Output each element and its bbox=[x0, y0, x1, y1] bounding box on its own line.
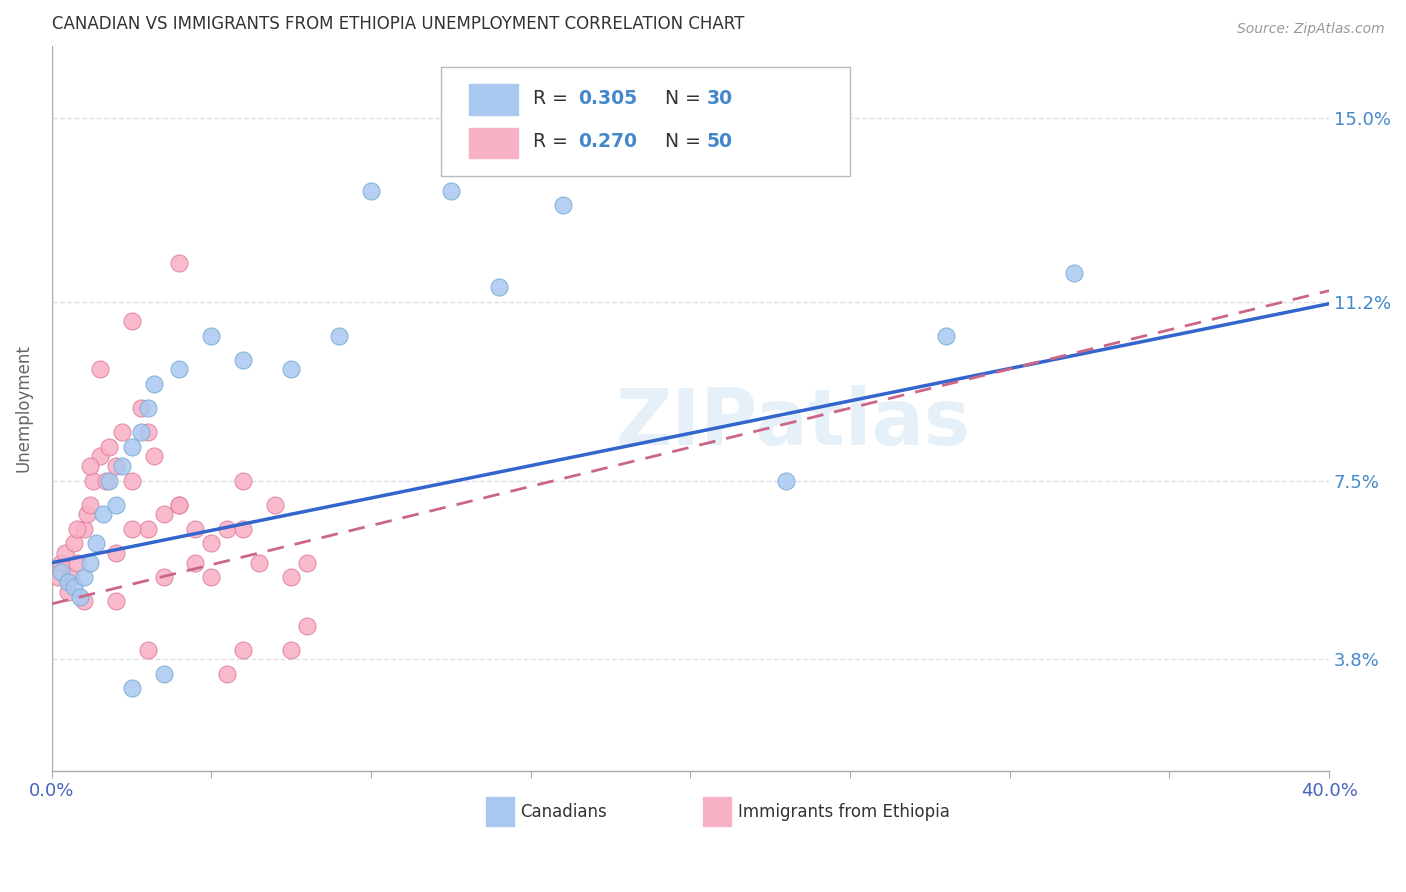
Point bbox=[86, 536, 108, 550]
Text: ZIPatlas: ZIPatlas bbox=[614, 384, 970, 460]
Point bbox=[488, 280, 510, 294]
Point bbox=[98, 440, 121, 454]
Point bbox=[104, 594, 127, 608]
Point bbox=[200, 328, 222, 343]
Point bbox=[51, 566, 73, 580]
Point bbox=[136, 522, 159, 536]
Point bbox=[295, 556, 318, 570]
Y-axis label: Unemployment: Unemployment bbox=[15, 344, 32, 472]
Point bbox=[104, 546, 127, 560]
Point bbox=[280, 362, 302, 376]
Point bbox=[217, 667, 239, 681]
Point bbox=[121, 474, 143, 488]
Point bbox=[360, 184, 382, 198]
Point bbox=[76, 508, 98, 522]
Bar bbox=[470, 128, 517, 158]
Point bbox=[89, 450, 111, 464]
Point bbox=[280, 642, 302, 657]
Point bbox=[232, 642, 254, 657]
Point bbox=[551, 198, 574, 212]
Point bbox=[136, 425, 159, 440]
Point bbox=[69, 590, 91, 604]
Point bbox=[111, 459, 134, 474]
Bar bbox=[470, 84, 517, 114]
Point bbox=[775, 474, 797, 488]
Point bbox=[184, 522, 207, 536]
Point bbox=[73, 594, 96, 608]
Point bbox=[200, 536, 222, 550]
Point bbox=[82, 474, 104, 488]
Point bbox=[217, 522, 239, 536]
Point bbox=[295, 618, 318, 632]
Point bbox=[121, 440, 143, 454]
Point bbox=[121, 314, 143, 328]
Point bbox=[136, 642, 159, 657]
Text: 30: 30 bbox=[707, 89, 733, 108]
Point bbox=[51, 556, 73, 570]
Point bbox=[142, 376, 165, 391]
Point bbox=[56, 575, 79, 590]
Point bbox=[129, 401, 152, 416]
Point bbox=[121, 681, 143, 696]
Point bbox=[616, 136, 638, 150]
Text: R =: R = bbox=[533, 132, 574, 151]
Text: 50: 50 bbox=[707, 132, 733, 151]
Point bbox=[79, 459, 101, 474]
Point bbox=[264, 498, 287, 512]
Point bbox=[111, 425, 134, 440]
Point bbox=[66, 556, 89, 570]
Text: N =: N = bbox=[665, 89, 707, 108]
Point bbox=[94, 474, 117, 488]
Point bbox=[247, 556, 270, 570]
Text: R =: R = bbox=[533, 89, 574, 108]
Point bbox=[152, 508, 174, 522]
Text: Canadians: Canadians bbox=[520, 803, 607, 821]
Text: N =: N = bbox=[665, 132, 707, 151]
Point bbox=[89, 362, 111, 376]
Point bbox=[104, 498, 127, 512]
Point bbox=[152, 667, 174, 681]
Point bbox=[169, 362, 191, 376]
Text: CANADIAN VS IMMIGRANTS FROM ETHIOPIA UNEMPLOYMENT CORRELATION CHART: CANADIAN VS IMMIGRANTS FROM ETHIOPIA UNE… bbox=[52, 15, 744, 33]
Point bbox=[98, 474, 121, 488]
Point bbox=[200, 570, 222, 584]
Point bbox=[73, 522, 96, 536]
Point bbox=[142, 450, 165, 464]
Text: 0.305: 0.305 bbox=[578, 89, 637, 108]
Point bbox=[121, 522, 143, 536]
Bar bbox=[486, 797, 515, 826]
Text: 0.270: 0.270 bbox=[578, 132, 637, 151]
Point bbox=[169, 498, 191, 512]
Point bbox=[169, 256, 191, 270]
Point bbox=[59, 570, 82, 584]
Point bbox=[73, 570, 96, 584]
Point bbox=[104, 459, 127, 474]
FancyBboxPatch shape bbox=[441, 68, 851, 176]
Point bbox=[935, 328, 957, 343]
Point bbox=[440, 184, 463, 198]
Point bbox=[232, 474, 254, 488]
Point bbox=[280, 570, 302, 584]
Point bbox=[56, 584, 79, 599]
Point bbox=[232, 522, 254, 536]
Point bbox=[79, 498, 101, 512]
Bar bbox=[703, 797, 731, 826]
Point bbox=[63, 580, 86, 594]
Point bbox=[169, 498, 191, 512]
Text: Source: ZipAtlas.com: Source: ZipAtlas.com bbox=[1237, 22, 1385, 37]
Point bbox=[46, 570, 69, 584]
Point bbox=[152, 570, 174, 584]
Point bbox=[79, 556, 101, 570]
Point bbox=[66, 522, 89, 536]
Point bbox=[53, 546, 76, 560]
Point bbox=[1063, 266, 1085, 280]
Point bbox=[232, 352, 254, 367]
Point bbox=[129, 425, 152, 440]
Point bbox=[136, 401, 159, 416]
Point bbox=[91, 508, 114, 522]
Point bbox=[63, 536, 86, 550]
Point bbox=[184, 556, 207, 570]
Point bbox=[328, 328, 350, 343]
Text: Immigrants from Ethiopia: Immigrants from Ethiopia bbox=[738, 803, 949, 821]
